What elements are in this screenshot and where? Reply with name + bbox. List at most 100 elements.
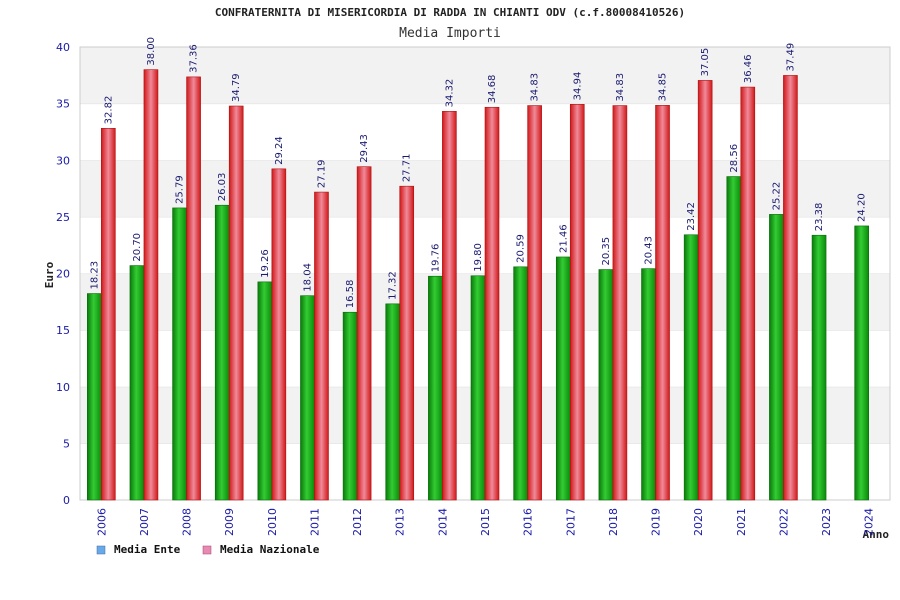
data-label-media-nazionale: 32.82	[103, 96, 114, 125]
chart-title: CONFRATERNITA DI MISERICORDIA DI RADDA I…	[215, 6, 685, 19]
bar-media-ente	[129, 265, 145, 501]
x-tick-label: 2010	[266, 508, 279, 536]
x-tick-label: 2023	[820, 508, 833, 536]
x-tick-label: 2012	[351, 508, 364, 536]
data-label-media-nazionale: 38.00	[146, 37, 157, 66]
data-label-media-ente: 19.80	[473, 243, 484, 272]
x-tick-label: 2014	[436, 508, 449, 536]
data-label-media-nazionale: 36.46	[743, 54, 754, 83]
data-label-media-ente: 23.38	[814, 203, 825, 232]
x-tick-label: 2008	[181, 508, 194, 536]
y-tick-label: 40	[56, 41, 70, 54]
y-tick-label: 10	[56, 381, 70, 394]
bar-media-nazionale	[569, 104, 585, 501]
x-tick-label: 2007	[138, 508, 151, 536]
bar-media-ente	[683, 234, 699, 501]
bar-media-ente	[555, 256, 571, 501]
legend-swatch-media-ente	[96, 545, 106, 555]
data-label-media-nazionale: 29.43	[359, 134, 370, 163]
data-label-media-ente: 25.22	[771, 182, 782, 211]
data-label-media-ente: 17.32	[388, 271, 399, 300]
data-label-media-ente: 20.70	[132, 233, 143, 262]
data-label-media-ente: 20.35	[601, 237, 612, 266]
data-label-media-ente: 19.76	[430, 244, 441, 273]
bar-media-nazionale	[442, 111, 457, 501]
data-label-media-ente: 26.03	[217, 173, 228, 202]
data-label-media-nazionale: 34.85	[658, 73, 669, 102]
bar-media-nazionale	[527, 105, 542, 501]
data-label-media-nazionale: 27.19	[316, 159, 327, 188]
bar-media-ente	[428, 275, 443, 501]
data-label-media-ente: 28.56	[729, 144, 740, 173]
y-axis-ticks: 0 5 10 15 20 25 30 35 40	[56, 41, 70, 507]
data-label-media-nazionale: 34.94	[572, 72, 583, 101]
x-axis-ticks: 2006 2007 2008 2009 2010 2011 2012 2013 2014 2015…	[95, 508, 875, 536]
data-label-media-nazionale: 34.83	[530, 73, 541, 102]
data-label-media-ente: 25.79	[175, 175, 186, 204]
bar-media-nazionale	[612, 105, 628, 501]
legend-swatch-media-nazionale	[202, 545, 212, 555]
bar-media-ente	[641, 268, 656, 501]
grid-band	[80, 47, 890, 104]
x-tick-label: 2017	[564, 508, 577, 536]
bar-media-nazionale	[186, 76, 201, 501]
bar-media-nazionale	[697, 80, 713, 501]
y-axis-title: Euro	[43, 261, 56, 288]
bar-media-ente	[214, 204, 230, 501]
data-label-media-ente: 21.46	[558, 224, 569, 253]
bar-media-nazionale	[484, 106, 500, 501]
x-tick-label: 2022	[777, 508, 790, 536]
bar-media-nazionale	[143, 69, 159, 501]
chart-subtitle: Media Importi	[399, 26, 501, 41]
bar-media-ente	[854, 225, 869, 501]
bar-media-nazionale	[101, 128, 116, 501]
bar-media-nazionale	[228, 105, 244, 501]
data-label-media-ente: 18.04	[302, 263, 313, 292]
bar-media-ente	[811, 234, 827, 501]
legend: Media Ente Media Nazionale	[96, 543, 320, 556]
x-tick-label: 2018	[607, 508, 620, 536]
bar-media-ente	[726, 176, 742, 501]
data-label-media-ente: 18.23	[89, 261, 100, 290]
y-tick-label: 5	[63, 437, 70, 450]
bar-media-nazionale	[271, 168, 287, 501]
bar-media-ente	[87, 293, 102, 501]
data-label-media-nazionale: 34.32	[444, 79, 455, 108]
y-tick-label: 15	[56, 324, 70, 337]
y-tick-label: 35	[56, 98, 70, 111]
legend-label-media-ente: Media Ente	[114, 543, 181, 556]
x-tick-label: 2006	[95, 508, 108, 536]
data-label-media-nazionale: 34.83	[615, 73, 626, 102]
x-axis-title: Anno	[863, 528, 890, 541]
x-tick-label: 2013	[394, 508, 407, 536]
x-tick-label: 2016	[522, 508, 535, 536]
y-tick-label: 30	[56, 154, 70, 167]
x-tick-label: 2019	[650, 508, 663, 536]
bar-media-ente	[598, 269, 614, 501]
data-label-media-nazionale: 29.24	[274, 136, 285, 165]
bar-media-nazionale	[655, 105, 670, 501]
legend-label-media-nazionale: Media Nazionale	[220, 543, 320, 556]
x-tick-label: 2024	[863, 508, 876, 536]
x-tick-label: 2009	[223, 508, 236, 536]
x-tick-label: 2011	[308, 508, 321, 536]
data-label-media-ente: 20.59	[516, 234, 527, 263]
y-tick-label: 25	[56, 211, 70, 224]
bar-media-nazionale	[356, 166, 372, 501]
data-label-media-ente: 23.42	[686, 202, 697, 231]
y-tick-label: 0	[63, 494, 70, 507]
data-label-media-nazionale: 34.79	[231, 73, 242, 102]
data-label-media-ente: 20.43	[644, 236, 655, 265]
bar-media-ente	[172, 207, 187, 501]
data-label-media-ente: 24.20	[857, 193, 868, 222]
bar-media-nazionale	[783, 75, 798, 501]
bar-media-nazionale	[399, 185, 415, 501]
data-label-media-nazionale: 27.71	[402, 154, 413, 183]
bar-media-ente	[513, 266, 528, 501]
bar-media-nazionale	[314, 191, 329, 501]
data-label-media-nazionale: 37.36	[189, 44, 200, 73]
y-tick-label: 20	[56, 268, 70, 281]
x-tick-label: 2020	[692, 508, 705, 536]
bar-media-ente	[470, 275, 486, 501]
